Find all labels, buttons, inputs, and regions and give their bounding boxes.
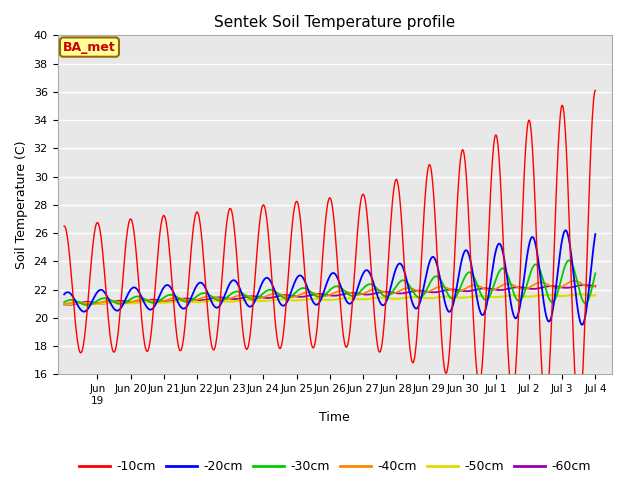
Legend: -10cm, -20cm, -30cm, -40cm, -50cm, -60cm: -10cm, -20cm, -30cm, -40cm, -50cm, -60cm	[74, 455, 596, 478]
X-axis label: Time: Time	[319, 411, 350, 424]
Text: BA_met: BA_met	[63, 41, 116, 54]
Y-axis label: Soil Temperature (C): Soil Temperature (C)	[15, 141, 28, 269]
Title: Sentek Soil Temperature profile: Sentek Soil Temperature profile	[214, 15, 455, 30]
